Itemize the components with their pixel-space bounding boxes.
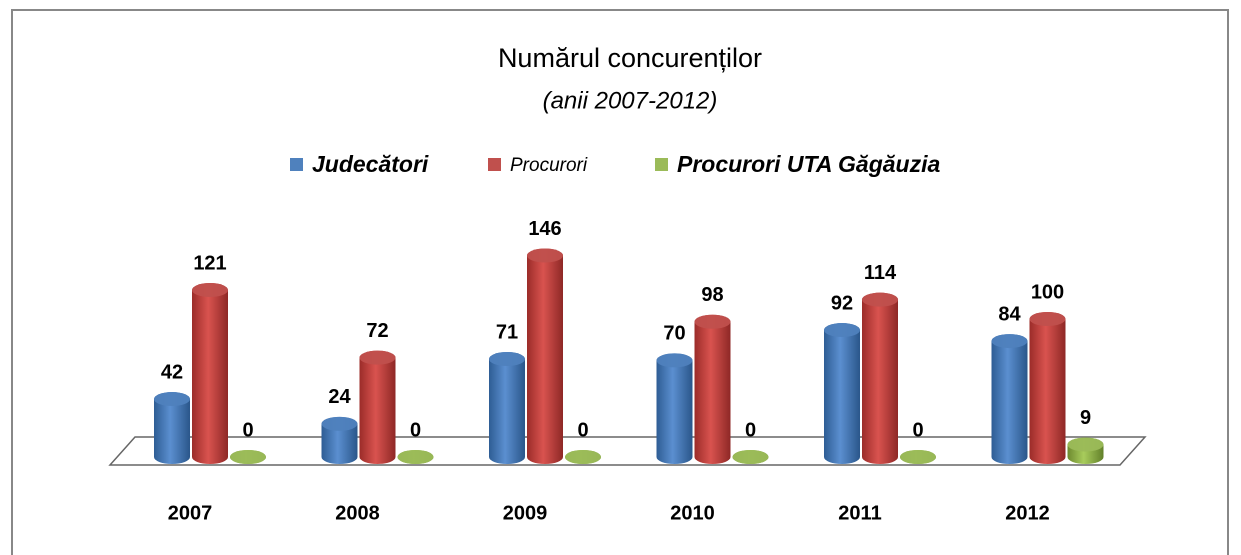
legend-swatch xyxy=(655,158,668,171)
bar-top xyxy=(359,350,396,365)
bar-top xyxy=(694,314,731,329)
data-label: 98 xyxy=(701,284,723,306)
bar xyxy=(694,314,731,465)
bar-top xyxy=(732,450,769,464)
x-tick-label: 2012 xyxy=(1005,502,1050,524)
data-label: 0 xyxy=(745,419,756,441)
bar-top xyxy=(1029,312,1066,326)
data-label: 92 xyxy=(831,292,853,314)
legend-swatch xyxy=(488,158,501,171)
legend-swatch xyxy=(290,158,303,171)
data-label: 0 xyxy=(577,419,588,441)
bar-top xyxy=(230,450,266,464)
x-tick-label: 2007 xyxy=(168,502,213,524)
bar-top xyxy=(1067,437,1104,452)
data-label: 114 xyxy=(864,262,897,284)
bar-top xyxy=(489,352,525,367)
bar xyxy=(192,283,228,464)
bar-top xyxy=(656,353,693,368)
bar xyxy=(489,352,525,464)
bar-top xyxy=(192,283,228,298)
data-label: 42 xyxy=(161,361,183,383)
data-label: 0 xyxy=(410,419,421,441)
bar-top xyxy=(900,450,936,464)
data-label: 71 xyxy=(496,321,518,343)
floor xyxy=(108,436,1147,466)
legend-label: Procurori UTA Găgăuzia xyxy=(677,151,940,177)
chart-title: Numărul concurenților xyxy=(498,43,762,73)
legend-label: Judecători xyxy=(312,151,429,177)
data-label: 0 xyxy=(912,419,923,441)
bar-top xyxy=(321,416,358,431)
bar-top xyxy=(862,292,898,307)
legend-label: Procurori xyxy=(510,155,588,176)
data-label: 70 xyxy=(663,323,685,345)
bar-top xyxy=(397,450,434,464)
bar-top xyxy=(154,392,190,407)
data-label: 100 xyxy=(1031,281,1064,303)
x-tick-label: 2009 xyxy=(503,502,548,524)
bar xyxy=(991,334,1028,465)
chart-subtitle: (anii 2007-2012) xyxy=(543,87,718,114)
bar-top xyxy=(824,323,860,338)
bar xyxy=(527,248,563,464)
x-tick-label: 2011 xyxy=(838,502,881,524)
data-label: 72 xyxy=(366,320,388,342)
bar-top xyxy=(991,334,1028,349)
x-tick-label: 2010 xyxy=(670,502,715,524)
data-label: 84 xyxy=(998,303,1021,325)
data-label: 146 xyxy=(528,218,561,240)
bar-top xyxy=(527,248,563,263)
x-tick-label: 2008 xyxy=(335,502,380,524)
bar-top xyxy=(565,450,601,464)
data-label: 24 xyxy=(328,386,351,408)
data-label: 0 xyxy=(242,419,253,441)
bar xyxy=(154,392,190,464)
data-label: 9 xyxy=(1080,407,1091,429)
bar xyxy=(1029,312,1066,465)
bar xyxy=(824,323,860,464)
data-label: 121 xyxy=(193,252,226,274)
bar xyxy=(656,353,693,465)
bar xyxy=(359,350,396,465)
bar xyxy=(862,292,898,464)
